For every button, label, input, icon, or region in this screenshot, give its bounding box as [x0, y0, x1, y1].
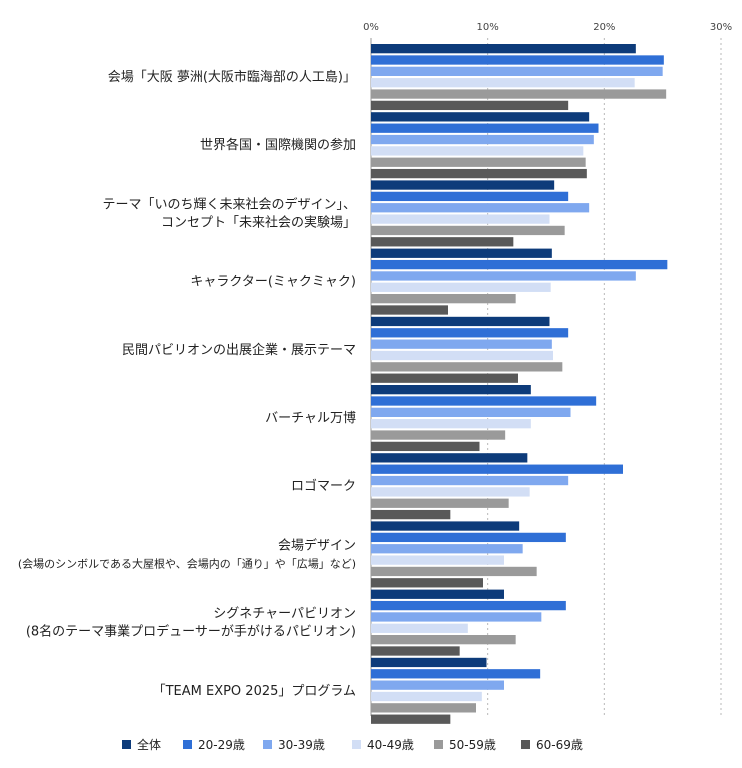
category-labels: 会場「大阪 夢洲(大阪市臨海部の人工島)」世界各国・国際機関の参加テーマ「いのち… [18, 69, 356, 699]
bar-30-39歳-6 [371, 407, 571, 417]
bar-全体-3 [371, 180, 555, 190]
bar-60-69歳-4 [371, 305, 448, 315]
bar-40-49歳-7 [371, 487, 530, 497]
bar-40-49歳-9 [371, 623, 468, 633]
bar-60-69歳-1 [371, 100, 569, 111]
legend-swatch-50-59歳 [434, 740, 443, 749]
bar-20-29歳-10 [371, 669, 541, 679]
legend-label: 50-59歳 [449, 738, 496, 752]
bar-全体-7 [371, 453, 528, 463]
bar-30-39歳-3 [371, 203, 590, 213]
legend-label: 40-49歳 [367, 738, 414, 752]
category-label: 民間パビリオンの出展企業・展示テーマ [122, 342, 356, 358]
bar-30-39歳-5 [371, 339, 552, 349]
bar-50-59歳-6 [371, 430, 506, 440]
bar-20-29歳-5 [371, 328, 569, 338]
category-label-line: (会場のシンボルである大屋根や、会場内の「通り」や「広場」など) [18, 556, 356, 570]
legend-label: 30-39歳 [278, 738, 325, 752]
bar-50-59歳-9 [371, 635, 516, 645]
bar-20-29歳-4 [371, 259, 668, 270]
bar-60-69歳-6 [371, 441, 480, 452]
x-tick-label: 10% [477, 22, 499, 33]
bar-40-49歳-4 [371, 282, 551, 292]
bar-30-39歳-1 [371, 66, 663, 76]
bar-60-69歳-9 [371, 646, 460, 656]
bar-40-49歳-5 [371, 350, 553, 361]
bar-全体-5 [371, 316, 550, 327]
bar-60-69歳-3 [371, 237, 514, 247]
bar-40-49歳-6 [371, 419, 531, 429]
bar-30-39歳-9 [371, 612, 542, 622]
category-label: バーチャル万博 [265, 411, 356, 426]
legend-swatch-全体 [122, 740, 131, 749]
bar-30-39歳-7 [371, 475, 569, 486]
bar-50-59歳-8 [371, 566, 537, 577]
bar-40-49歳-3 [371, 214, 550, 224]
bar-30-39歳-10 [371, 680, 504, 690]
bar-40-49歳-2 [371, 146, 584, 156]
bar-20-29歳-6 [371, 396, 597, 406]
category-label: 会場「大阪 夢洲(大阪市臨海部の人工島)」 [108, 69, 356, 85]
bar-40-49歳-10 [371, 691, 482, 702]
bar-60-69歳-2 [371, 168, 587, 179]
category-label: キャラクター(ミャクミャク) [190, 275, 356, 290]
bar-50-59歳-7 [371, 498, 509, 508]
x-tick-label: 20% [593, 22, 615, 33]
bar-全体-1 [371, 44, 636, 54]
category-label-line: テーマ「いのち輝く未来社会のデザイン」、 [102, 196, 356, 212]
bar-30-39歳-8 [371, 544, 523, 554]
legend-label: 20-29歳 [198, 738, 245, 752]
bar-50-59歳-10 [371, 703, 476, 713]
bar-60-69歳-7 [371, 509, 451, 520]
category-label-line: コンセプト「未来社会の実験場」 [161, 214, 356, 230]
bar-30-39歳-4 [371, 271, 636, 281]
x-axis-ticks: 0% 10% 20% 30% [363, 22, 732, 33]
legend-swatch-20-29歳 [183, 740, 192, 749]
category-label-line: シグネチャーパビリオン [213, 607, 356, 622]
bar-全体-2 [371, 112, 590, 122]
bar-50-59歳-4 [371, 294, 516, 304]
bar-40-49歳-8 [371, 555, 504, 565]
legend-label: 60-69歳 [536, 738, 583, 752]
bar-全体-8 [371, 521, 520, 531]
bar-50-59歳-3 [371, 225, 565, 236]
legend-label: 全体 [137, 737, 161, 752]
x-tick-label: 30% [710, 22, 732, 33]
bar-60-69歳-8 [371, 578, 483, 588]
bar-20-29歳-7 [371, 464, 623, 474]
category-label-line: 会場デザイン [278, 537, 356, 553]
x-tick-label: 0% [363, 22, 379, 33]
bar-30-39歳-2 [371, 134, 594, 145]
legend-swatch-30-39歳 [263, 740, 272, 749]
bar-50-59歳-1 [371, 89, 667, 99]
bar-20-29歳-9 [371, 600, 566, 611]
bar-50-59歳-2 [371, 157, 586, 167]
legend-swatch-40-49歳 [352, 740, 361, 749]
bar-全体-10 [371, 657, 487, 668]
bar-20-29歳-3 [371, 191, 569, 202]
category-label-line: (8名のテーマ事業プロデューサーが手がけるパビリオン) [26, 624, 356, 640]
bar-40-49歳-1 [371, 78, 635, 88]
bars [371, 44, 668, 724]
bar-60-69歳-5 [371, 373, 518, 383]
bar-全体-6 [371, 385, 531, 395]
category-label: 世界各国・国際機関の参加 [200, 137, 356, 153]
bar-20-29歳-1 [371, 55, 664, 65]
legend: 全体 20-29歳 30-39歳 40-49歳 50-59歳 60-69歳 [122, 737, 583, 752]
bar-50-59歳-5 [371, 362, 563, 372]
bar-20-29歳-2 [371, 123, 599, 133]
bar-60-69歳-10 [371, 714, 451, 724]
bar-20-29歳-8 [371, 532, 566, 543]
bar-全体-4 [371, 248, 552, 258]
legend-swatch-60-69歳 [521, 740, 530, 749]
bar-全体-9 [371, 589, 504, 599]
category-label: ロゴマーク [291, 478, 356, 494]
category-label: 「TEAM EXPO 2025」プログラム [153, 684, 356, 699]
